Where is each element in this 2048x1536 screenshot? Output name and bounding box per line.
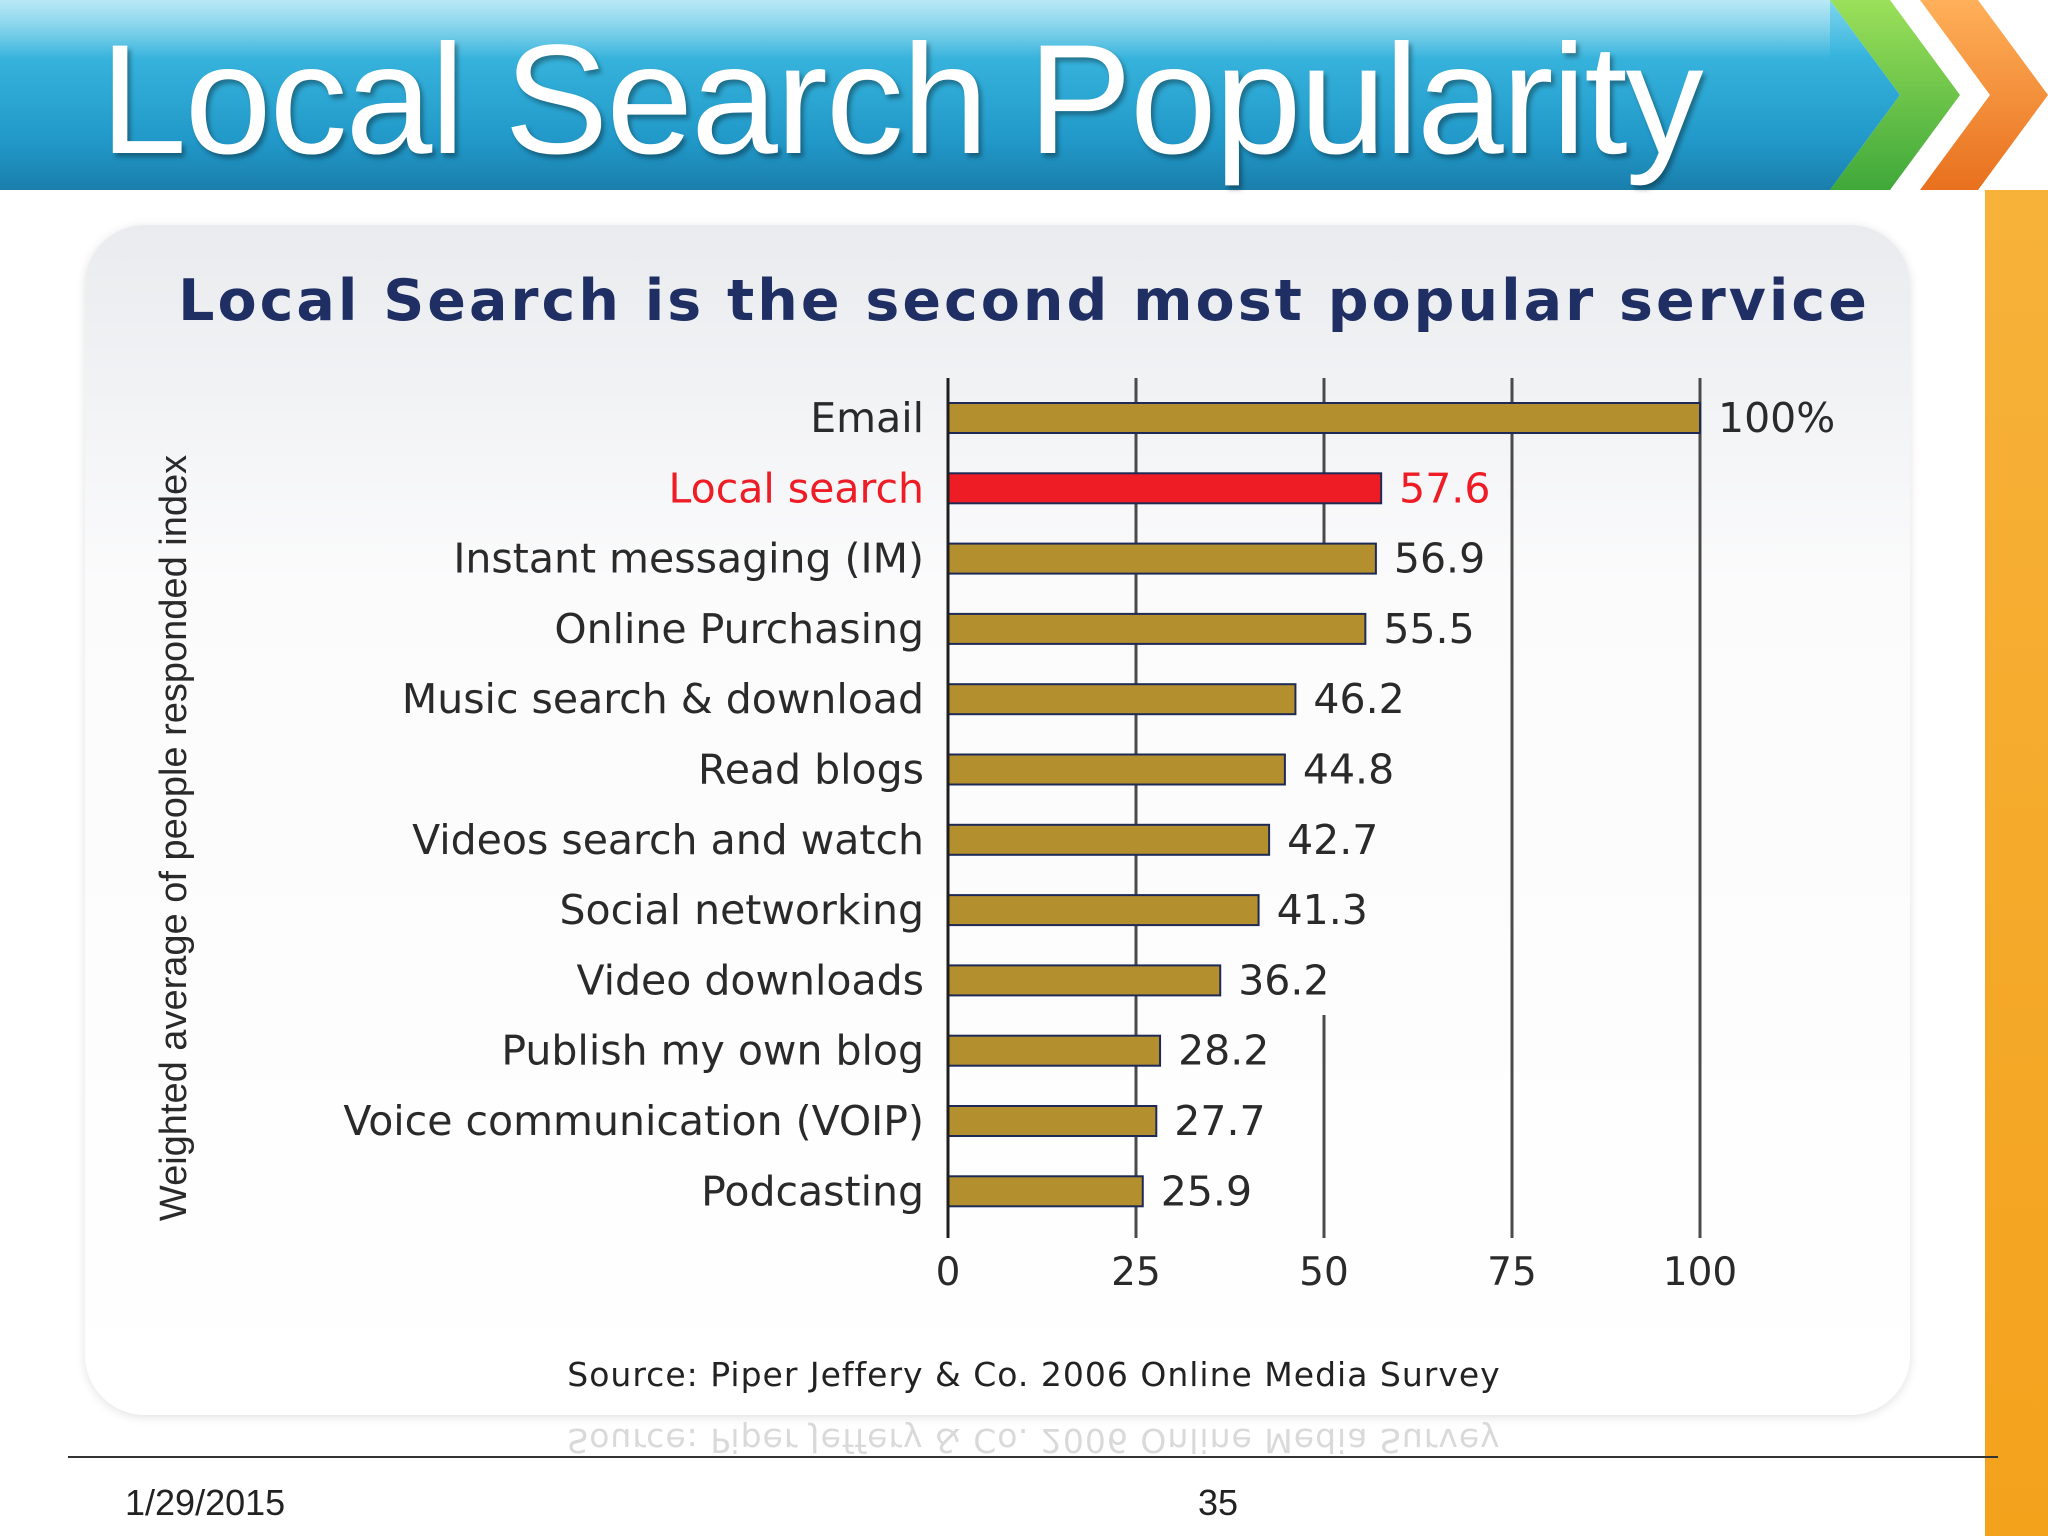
value-label-10: 27.7	[1174, 1097, 1265, 1145]
category-label-6: Videos search and watch	[412, 816, 924, 864]
bar-10	[947, 1105, 1158, 1137]
category-label-3: Online Purchasing	[554, 605, 924, 653]
chart-source: Source: Piper Jeffery & Co. 2006 Online …	[567, 1355, 1501, 1394]
bar-1	[947, 472, 1383, 505]
category-label-11: Podcasting	[701, 1167, 924, 1215]
bar-5	[947, 753, 1286, 786]
tick-label-50: 50	[1299, 1250, 1349, 1295]
footer-date: 1/29/2015	[125, 1482, 286, 1523]
tick-label-75: 75	[1487, 1250, 1537, 1295]
value-label-11: 25.9	[1161, 1167, 1252, 1215]
orange-side-strip	[1985, 190, 2048, 1536]
bar-6	[947, 823, 1271, 856]
value-label-9: 28.2	[1178, 1027, 1269, 1075]
banner-shine	[0, 0, 1830, 60]
category-label-2: Instant messaging (IM)	[453, 535, 924, 583]
category-label-9: Publish my own blog	[501, 1027, 924, 1075]
tick-label-0: 0	[936, 1250, 961, 1295]
category-label-0: Email	[810, 394, 924, 442]
value-label-6: 42.7	[1287, 816, 1378, 864]
bar-8	[947, 964, 1222, 997]
category-label-10: Voice communication (VOIP)	[343, 1097, 924, 1145]
tick-labels: 0 25 50 75 100	[936, 1250, 1738, 1295]
tick-label-100: 100	[1663, 1250, 1737, 1295]
category-label-4: Music search & download	[402, 675, 924, 723]
gridlines	[1134, 378, 1702, 1238]
value-label-4: 46.2	[1313, 675, 1404, 723]
value-label-2: 56.9	[1394, 535, 1485, 583]
bar-4	[947, 683, 1297, 716]
value-label-3: 55.5	[1383, 605, 1474, 653]
bar-3	[947, 612, 1367, 645]
bar-2	[947, 542, 1377, 575]
bar-0	[947, 402, 1701, 434]
value-label-0: 100%	[1718, 394, 1835, 442]
value-label-1: 57.6	[1399, 464, 1490, 512]
tick-label-25: 25	[1111, 1250, 1161, 1295]
value-label-5: 44.8	[1303, 746, 1394, 794]
category-label-5: Read blogs	[698, 746, 924, 794]
value-labels: 100% 57.6 56.9 55.5 46.2 44.8 42.7 41.3 36.2 28.2…	[1161, 394, 1835, 1215]
source-reflection: Source: Piper Jeffery & Co. 2006 Online …	[567, 1421, 1501, 1460]
bar-7	[947, 894, 1260, 927]
value-label-8: 36.2	[1238, 956, 1329, 1004]
footer-rule	[68, 1456, 1998, 1458]
y-axis-label: Weighted average of people responded ind…	[153, 455, 195, 1221]
bars	[947, 402, 1701, 1208]
title-banner	[0, 0, 1900, 190]
chart-title: Local Search is the second most popular …	[178, 268, 1870, 334]
category-label-1: Local search	[669, 464, 925, 512]
category-label-7: Social networking	[560, 886, 925, 934]
page-number: 35	[1198, 1482, 1239, 1523]
category-labels: Email Local search Instant messaging (IM) O…	[343, 394, 924, 1215]
category-label-8: Video downloads	[576, 956, 924, 1004]
slide-title: Local Search Popularity	[100, 13, 1704, 187]
value-label-7: 41.3	[1277, 886, 1368, 934]
bar-9	[947, 1034, 1162, 1067]
bar-11	[947, 1175, 1144, 1208]
